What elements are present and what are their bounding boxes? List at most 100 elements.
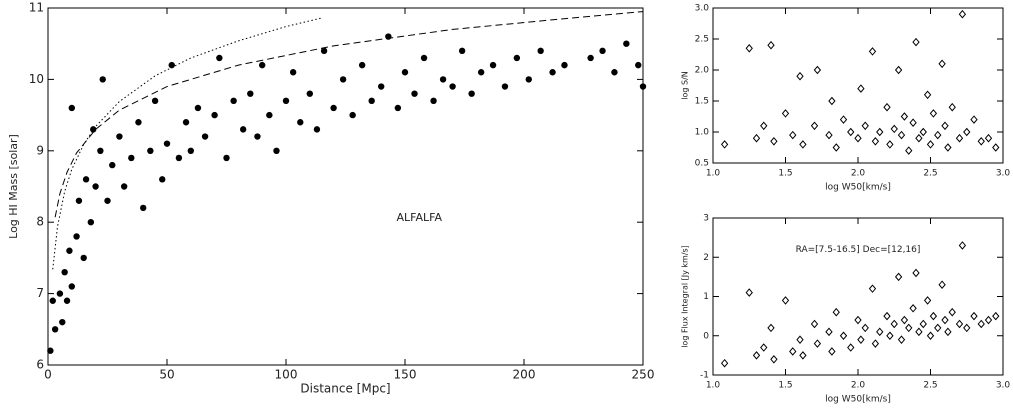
point: [163, 140, 171, 147]
point: [430, 97, 437, 105]
point: [525, 76, 532, 83]
point: [147, 147, 154, 154]
point: [944, 327, 952, 337]
point: [839, 115, 848, 124]
point: [810, 121, 819, 131]
point: [912, 37, 920, 47]
point: [970, 115, 978, 124]
x-axis-label: Distance [Mpc]: [300, 382, 390, 396]
point: [905, 323, 913, 333]
point: [97, 147, 104, 154]
point: [912, 268, 920, 278]
point: [151, 97, 159, 105]
point: [868, 284, 877, 293]
point: [273, 147, 280, 154]
point: [894, 65, 903, 75]
x-tick-label: 250: [632, 368, 655, 382]
y-tick-label: 3.0: [695, 4, 710, 14]
point: [847, 343, 855, 352]
point: [247, 90, 254, 97]
point: [537, 47, 544, 55]
y-tick-label: 2.0: [695, 66, 710, 76]
point: [378, 83, 385, 90]
point: [948, 307, 956, 317]
point: [468, 90, 475, 97]
point: [501, 83, 509, 90]
point: [832, 143, 840, 152]
point: [128, 154, 135, 162]
point: [828, 347, 836, 356]
x-tick-label: 2.0: [851, 381, 866, 391]
point: [211, 111, 218, 119]
point: [934, 323, 942, 333]
point: [92, 183, 99, 190]
point: [49, 297, 56, 304]
y-tick-label: 9: [36, 143, 44, 157]
point: [66, 247, 73, 254]
point: [876, 127, 884, 137]
point: [984, 315, 993, 325]
point: [59, 318, 66, 326]
y-tick-label: 3: [703, 214, 709, 224]
point: [745, 288, 753, 297]
point: [330, 104, 337, 112]
y-tick-label: 1: [703, 292, 709, 302]
point: [73, 233, 80, 240]
point: [760, 121, 768, 131]
point: [799, 351, 807, 360]
point: [984, 133, 993, 143]
point: [970, 311, 978, 321]
point: [992, 143, 1000, 152]
x-tick-label: 2.5: [923, 169, 937, 179]
x-tick-label: 3.0: [996, 169, 1011, 179]
y-tick-label: 0: [703, 331, 709, 341]
y-tick-label: 1.0: [695, 128, 710, 138]
point: [857, 335, 865, 344]
point: [51, 326, 59, 333]
point: [781, 109, 790, 118]
point: [611, 69, 618, 76]
point: [871, 137, 880, 146]
point: [923, 296, 932, 305]
x-tick-label: 100: [275, 368, 298, 382]
point: [339, 76, 347, 83]
point: [915, 327, 923, 337]
point: [752, 351, 761, 360]
point: [948, 102, 956, 112]
y-tick-label: -1: [700, 371, 709, 381]
x-tick-label: 0: [44, 368, 52, 382]
point: [254, 133, 261, 140]
x-tick-label: 3.0: [996, 381, 1011, 391]
point: [799, 140, 807, 149]
point: [919, 127, 927, 137]
plot-frame: [47, 7, 644, 366]
point: [828, 96, 836, 106]
y-axis-label: log S/N: [681, 71, 690, 100]
point: [941, 121, 949, 131]
annotation: RA=[7.5-16.5] Dec=[12,16]: [796, 245, 921, 255]
curve: [52, 17, 322, 270]
point: [135, 119, 142, 126]
point: [861, 323, 869, 333]
y-tick-label: 10: [29, 72, 44, 86]
point: [890, 124, 898, 134]
point: [623, 40, 630, 47]
point: [56, 290, 64, 297]
point: [489, 61, 497, 69]
point: [825, 327, 833, 337]
point: [411, 90, 418, 97]
point: [99, 76, 106, 83]
point: [68, 283, 76, 290]
point: [886, 331, 894, 341]
y-tick-label: 1.5: [695, 97, 709, 107]
point: [944, 143, 952, 152]
point: [401, 69, 409, 76]
point: [349, 111, 356, 119]
point: [789, 347, 797, 356]
point: [266, 111, 273, 119]
point: [458, 47, 466, 55]
point: [977, 319, 985, 329]
point: [90, 126, 97, 133]
point: [358, 61, 366, 69]
x-tick-label: 1.0: [706, 169, 721, 179]
